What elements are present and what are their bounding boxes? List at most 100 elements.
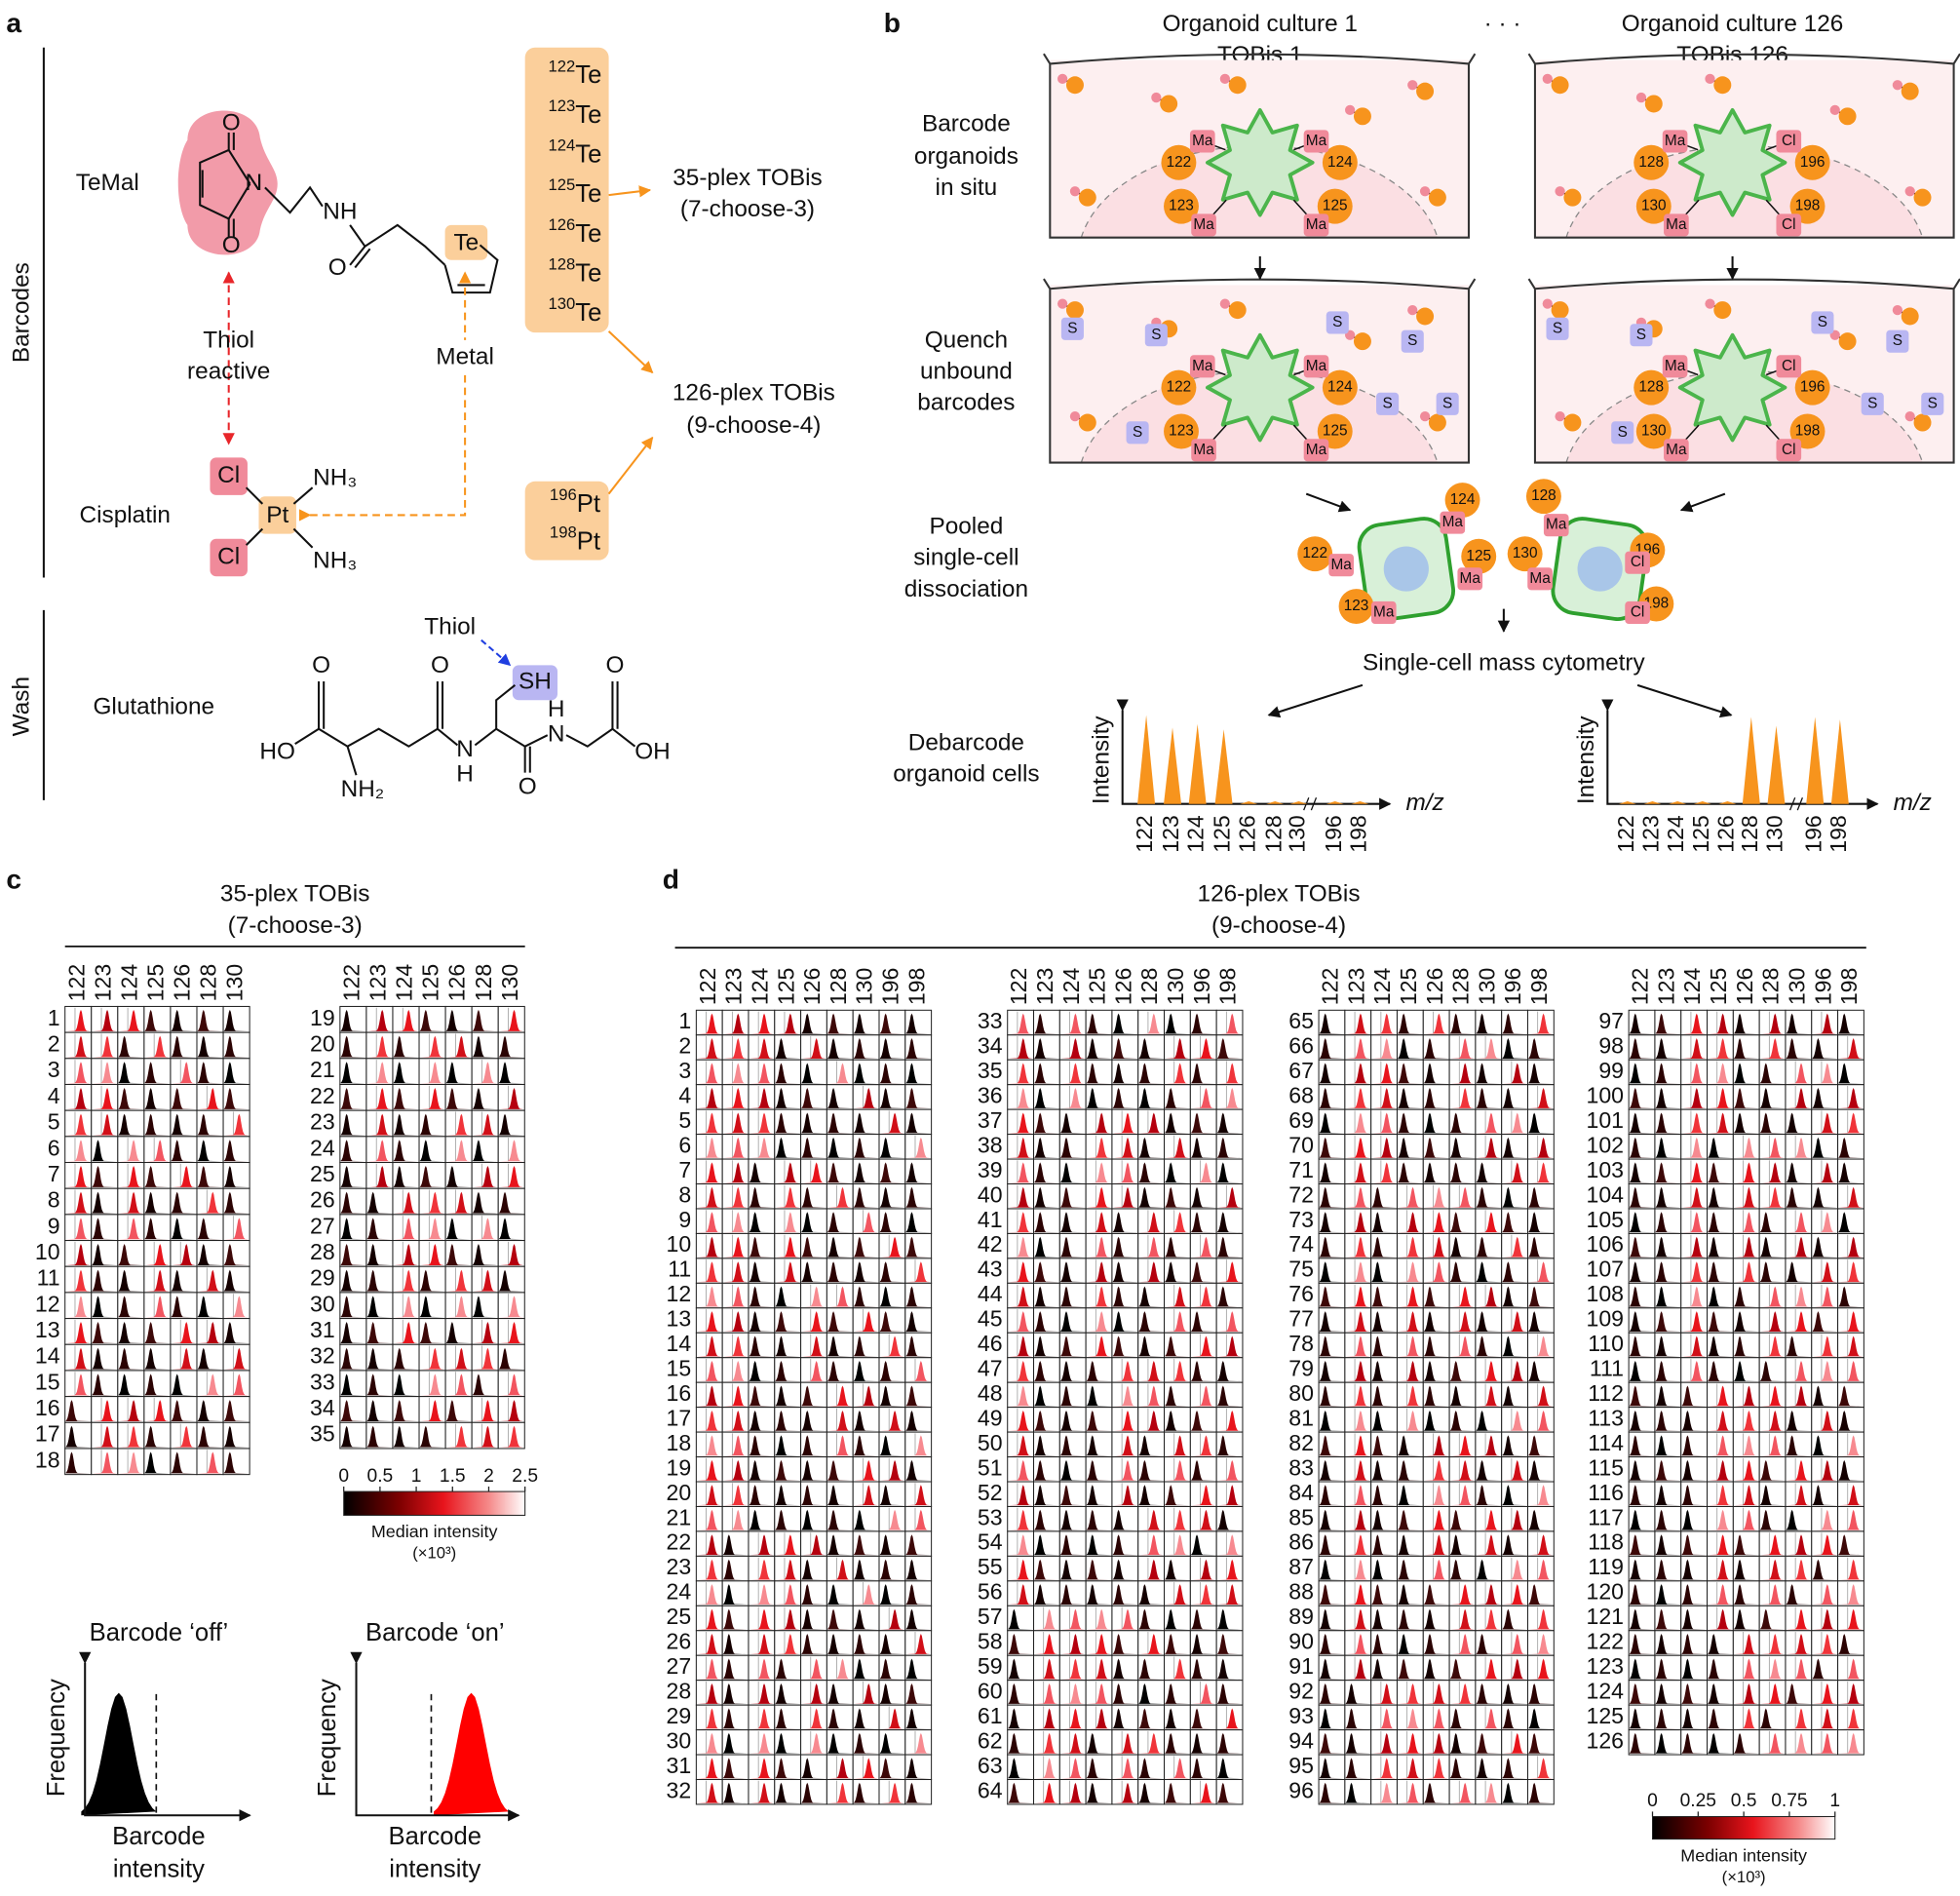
histogram-peak: [1138, 1311, 1164, 1332]
histogram-peak: [1371, 1782, 1397, 1803]
histogram-peak: [1787, 1137, 1811, 1158]
row-label: 33: [310, 1369, 335, 1394]
histogram-peak: [1629, 1534, 1654, 1556]
bond: [565, 727, 636, 748]
barcode-metal: [1328, 554, 1354, 577]
histogram-peak: [801, 1087, 826, 1108]
histogram-peak: [393, 1113, 418, 1136]
histogram-peak: [171, 1035, 196, 1058]
row-label: 38: [978, 1132, 1003, 1157]
histogram-peak: [1629, 1311, 1654, 1332]
histogram-peak: [801, 1261, 826, 1283]
histogram-peak: [1059, 1410, 1085, 1431]
histogram-peak: [1190, 1361, 1215, 1381]
histogram-peak: [1655, 1608, 1680, 1630]
histogram-peak: [1190, 1410, 1215, 1431]
histogram-peak: [1191, 1236, 1215, 1258]
histogram-peak: [340, 1296, 365, 1318]
histogram-peak: [1165, 1385, 1190, 1407]
histogram-peak: [223, 1140, 249, 1162]
histogram-peak: [1060, 1708, 1085, 1729]
panel-title: 126-plex TOBis: [1198, 881, 1361, 908]
barcode-mass: 122: [1167, 379, 1192, 396]
histogram-peak: [1733, 1063, 1758, 1084]
histogram-peak: [1812, 1435, 1837, 1456]
histogram-peak: [366, 1322, 392, 1343]
histogram-peak: [697, 1584, 721, 1606]
atom: NH: [323, 198, 357, 224]
histogram-peak: [1059, 1236, 1085, 1258]
histogram-peak: [65, 1009, 91, 1031]
axis-break: [1796, 797, 1803, 811]
histogram-peak: [1139, 1509, 1164, 1530]
quench-label: S: [1553, 320, 1562, 336]
histogram-peak: [1423, 1162, 1448, 1183]
histogram-peak: [93, 1062, 117, 1084]
histogram-peak: [1371, 1509, 1397, 1530]
histogram-peak: [801, 1534, 826, 1556]
histogram-peak: [1681, 1534, 1707, 1556]
row-label: 30: [667, 1727, 692, 1753]
colorbar-tick-label: 0.5: [367, 1466, 394, 1487]
histogram-peak: [1812, 1186, 1837, 1208]
histogram-peak: [446, 1191, 471, 1214]
histogram-peak: [801, 1732, 826, 1754]
histogram-peak: [1034, 1038, 1059, 1059]
histogram-peak: [1113, 1385, 1137, 1407]
histogram-peak: [1708, 1559, 1733, 1580]
histogram-peak: [1008, 1112, 1033, 1134]
histogram-peak: [1813, 1459, 1837, 1481]
histogram-peak: [1450, 1782, 1475, 1803]
histogram-peak: [1319, 1385, 1344, 1407]
spectrum-tick-label: 125: [1688, 815, 1713, 853]
step-label: single-cell: [913, 545, 1018, 571]
histogram-peak: [749, 1608, 774, 1630]
barcode-metal: [1189, 130, 1215, 153]
axis-label: Frequency: [43, 1679, 70, 1797]
column-label: 125: [142, 964, 168, 1002]
histogram-peak: [420, 1062, 444, 1084]
colorbar-tick-label: 2: [483, 1466, 494, 1487]
colorbar: [343, 1490, 526, 1516]
step-label: organoid cells: [893, 761, 1039, 788]
histogram-peak: [827, 1634, 852, 1654]
histogram-peak: [1629, 1708, 1654, 1729]
histogram-peak: [1165, 1137, 1190, 1158]
barcode-metal: [1776, 355, 1802, 378]
histogram-peak: [1787, 1459, 1811, 1481]
histogram-peak: [827, 1385, 852, 1407]
histogram-peak: [697, 1559, 721, 1580]
barcode-metal-label: Cl: [1631, 554, 1645, 570]
histogram-cell: [1396, 1232, 1424, 1259]
histogram-peak: [905, 1063, 931, 1084]
histogram-peak: [1838, 1162, 1864, 1183]
histogram-peak: [853, 1186, 878, 1208]
histogram-peak: [419, 1322, 444, 1343]
histogram-peak: [1059, 1335, 1085, 1357]
histogram-peak: [1787, 1534, 1811, 1556]
histogram-peak: [1838, 1063, 1864, 1084]
histogram-peak: [1838, 1385, 1864, 1407]
histogram-peak: [1319, 1758, 1344, 1779]
histogram-cell: [1344, 1332, 1372, 1359]
histogram-peak: [1708, 1112, 1733, 1134]
histogram-peak: [1734, 1261, 1758, 1283]
histogram-peak: [1371, 1087, 1397, 1108]
histogram-peak: [801, 1782, 826, 1803]
histogram-peak: [1760, 1311, 1785, 1332]
isotope-element: Te: [575, 259, 601, 287]
histogram-peak: [1708, 1658, 1733, 1680]
histogram-peak: [1477, 1534, 1501, 1556]
isotope: 196Pt: [550, 486, 600, 518]
histogram-peak: [1786, 1435, 1811, 1456]
histogram-peak: [1346, 1509, 1370, 1530]
histogram-peak: [749, 1534, 774, 1556]
histogram-peak: [1165, 1410, 1190, 1431]
row-label: 78: [1288, 1331, 1314, 1356]
histogram-peak: [801, 1435, 826, 1456]
histogram-peak: [1786, 1335, 1811, 1357]
column-label: 196: [1189, 968, 1214, 1006]
histogram-peak: [697, 1137, 721, 1158]
histogram-peak: [1346, 1385, 1370, 1407]
histogram-peak: [118, 1113, 143, 1136]
